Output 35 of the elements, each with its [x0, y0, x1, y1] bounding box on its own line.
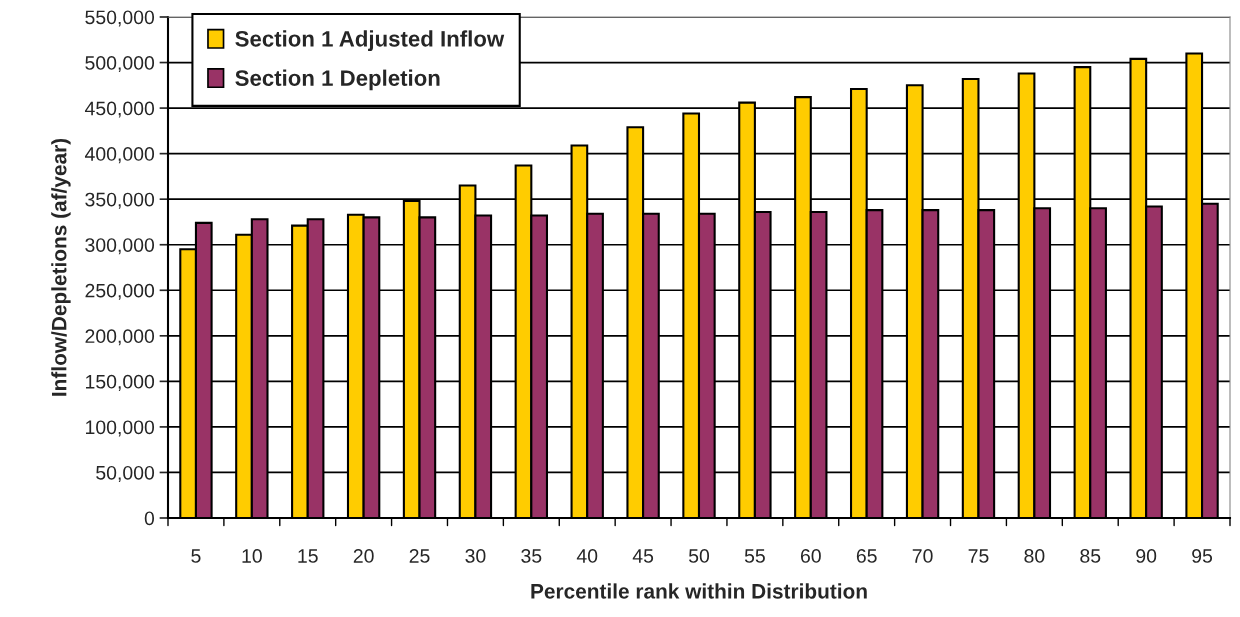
legend-label: Section 1 Depletion — [235, 69, 440, 91]
y-tick-label: 50,000 — [96, 465, 155, 482]
x-tick-label: 60 — [800, 549, 821, 563]
x-tick-label: 10 — [242, 549, 262, 563]
y-tick-label: 100,000 — [86, 420, 155, 437]
y-tick-label: 550,000 — [85, 10, 155, 27]
y-tick-label: 200,000 — [85, 329, 155, 346]
x-tick-label: 5 — [191, 549, 201, 563]
x-tick-label: 85 — [1080, 549, 1101, 563]
y-tick-label: 150,000 — [86, 374, 155, 391]
legend-label: Section 1 Adjusted Inflow — [235, 30, 505, 52]
x-tick-label: 45 — [632, 549, 654, 563]
y-axis-title: Inflow/Depletions (af/year) — [51, 138, 71, 396]
x-tick-label: 50 — [688, 549, 710, 563]
x-tick-label: 55 — [744, 549, 765, 563]
x-tick-label: 75 — [968, 549, 989, 563]
x-tick-label: 80 — [1024, 549, 1045, 563]
x-tick-label: 20 — [353, 549, 374, 563]
x-tick-label: 65 — [856, 549, 877, 563]
x-tick-label: 35 — [521, 549, 542, 563]
y-tick-label: 250,000 — [85, 283, 155, 300]
x-axis-title: Percentile rank within Distribution — [531, 583, 867, 599]
x-tick-label: 25 — [409, 549, 430, 563]
x-tick-label: 95 — [1192, 549, 1213, 563]
y-tick-label: 0 — [144, 511, 155, 526]
y-tick-label: 350,000 — [85, 192, 155, 209]
y-tick-label: 300,000 — [85, 238, 155, 255]
y-tick-label: 450,000 — [84, 101, 155, 118]
y-tick-label: 400,000 — [84, 147, 155, 164]
x-tick-label: 40 — [576, 549, 598, 563]
x-tick-label: 15 — [298, 549, 318, 563]
x-tick-label: 30 — [465, 549, 486, 563]
x-tick-label: 90 — [1136, 549, 1157, 563]
y-tick-label: 500,000 — [85, 56, 155, 73]
x-tick-label: 70 — [912, 549, 933, 563]
